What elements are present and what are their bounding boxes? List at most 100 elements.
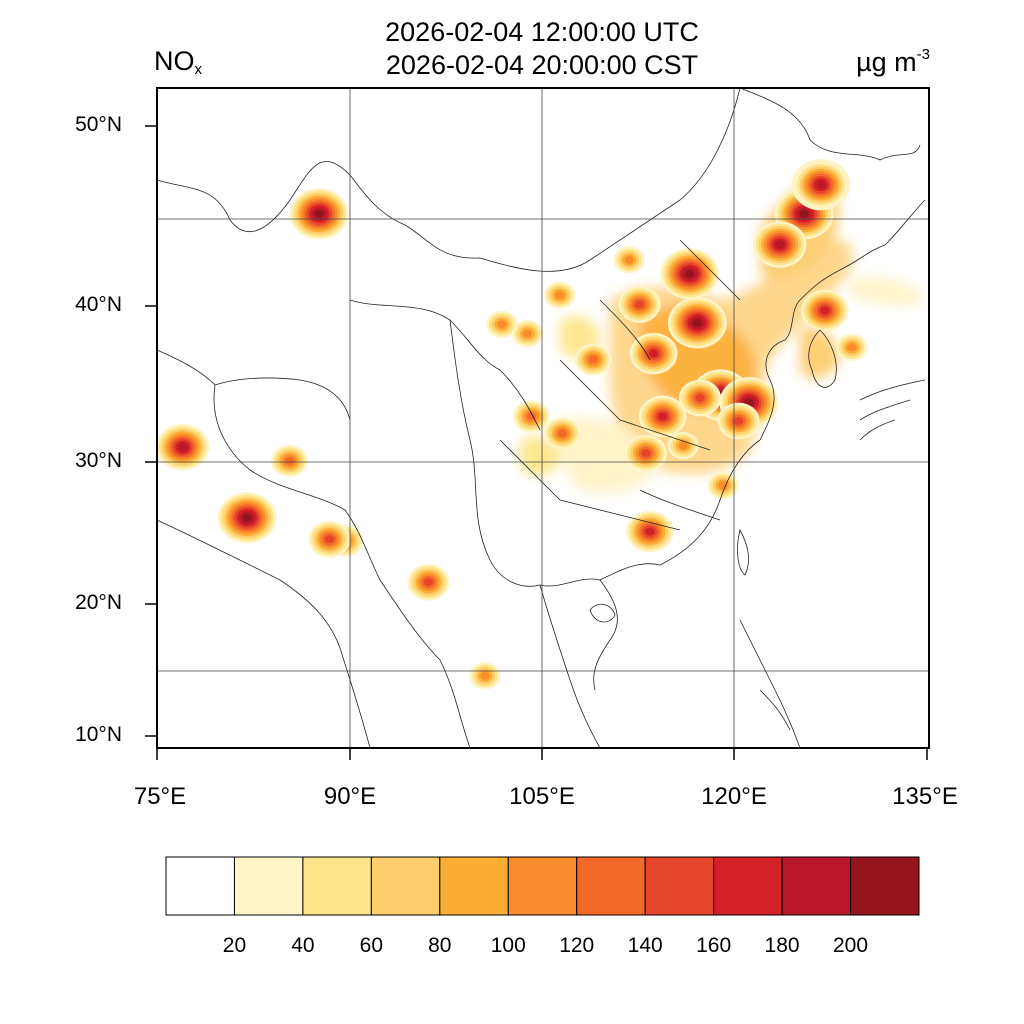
hotspot [513, 400, 550, 433]
hotspot-ring [678, 441, 688, 450]
hotspot [407, 563, 450, 601]
hotspot-ring [423, 578, 434, 587]
hotspot-ring [324, 535, 335, 544]
map-frame [156, 87, 930, 749]
hotspot [543, 417, 581, 450]
axis-ticks [145, 125, 928, 760]
colorbar-label: 60 [359, 934, 384, 957]
hotspot-ring [284, 456, 295, 465]
hotspot-ring [242, 513, 252, 522]
hotspot-ring [645, 527, 655, 536]
colorbar-label: 200 [833, 934, 869, 957]
hotspot-ring [314, 209, 324, 218]
colorbar-label: 40 [291, 934, 315, 957]
hotspot [511, 319, 544, 348]
hotspot [794, 161, 848, 208]
hotspot [486, 310, 518, 338]
hotspot [660, 248, 720, 300]
coastlines-borders [156, 87, 926, 749]
hotspot-ring [820, 306, 830, 315]
title-local: 2026-02-04 20:00:00 CST [385, 50, 699, 80]
hotspot [544, 281, 576, 309]
graticule [157, 88, 929, 748]
hotspot [469, 662, 501, 690]
hotspot [625, 510, 674, 553]
hotspot [217, 492, 277, 544]
hotspot [613, 246, 645, 274]
hotspot [667, 297, 727, 349]
hotspot [308, 520, 351, 558]
hotspot-ring [588, 355, 598, 364]
colorbar-label: 20 [222, 934, 247, 957]
hotspot [638, 395, 687, 438]
hotspot-ring [480, 671, 490, 680]
hotspot-ring [692, 318, 703, 327]
hotspot-ring [557, 429, 567, 438]
hotspot-ring [775, 240, 785, 249]
variable-name: NO [154, 46, 195, 76]
hotspot-ring [555, 291, 565, 300]
hotspot [717, 402, 760, 440]
hotspot-ring [695, 394, 705, 403]
hotspot [624, 434, 668, 472]
hotspot [618, 286, 661, 323]
colorbar [165, 856, 920, 916]
lat-label-50: 50°N [75, 113, 122, 136]
colorbar-label: 80 [428, 934, 452, 957]
lon-label-90: 90°E [323, 783, 377, 810]
hotspot [271, 444, 308, 477]
units-label: µg m-3 [856, 46, 930, 78]
hotspot-ring [497, 320, 507, 329]
hotspot-ring [522, 329, 533, 338]
hotspot-ring [641, 449, 651, 458]
hotspot-ring [847, 343, 857, 352]
hotspot [800, 289, 849, 332]
title-utc: 2026-02-04 12:00:00 UTC [385, 17, 699, 47]
colorbar-label: 180 [764, 934, 800, 957]
colorbar-swatch [370, 856, 441, 916]
hotspot-ring [816, 180, 826, 189]
colorbar-swatch [644, 856, 715, 916]
variable-subscript: x [194, 61, 203, 78]
hotspot-ring [624, 255, 634, 264]
colorbar-label: 120 [559, 934, 595, 957]
hotspot-ring [634, 300, 645, 309]
colorbar-swatch [713, 856, 783, 916]
hotspot [836, 333, 868, 361]
hotspot [289, 188, 349, 240]
colorbar-swatch [165, 856, 235, 916]
hotspot [707, 471, 739, 500]
hotspot-ring [733, 417, 744, 426]
hotspot [753, 221, 807, 268]
colorbar-swatch [781, 856, 852, 916]
colorbar-label: 160 [696, 934, 732, 957]
colorbar-swatch [576, 856, 646, 916]
lon-label-75: 75°E [133, 783, 187, 810]
hotspot-ring [718, 481, 728, 490]
colorbar-swatch [302, 856, 372, 916]
hotspot-ring [799, 209, 809, 218]
hotspot [667, 432, 699, 460]
colorbar-swatch [439, 856, 509, 916]
colorbar-label: 100 [490, 934, 526, 957]
hotspot [678, 379, 722, 417]
lat-label-20: 20°N [75, 591, 122, 614]
lat-label-30: 30°N [75, 449, 122, 472]
colorbar-swatch [507, 856, 578, 916]
hotspot-layer [157, 159, 868, 690]
variable-label: NOx [154, 46, 202, 78]
colorbar-label: 140 [627, 934, 663, 957]
hotspot-ring [178, 443, 188, 452]
lat-label-40: 40°N [75, 293, 122, 316]
colorbar-swatch [850, 856, 920, 916]
lon-label-105: 105°E [509, 783, 575, 810]
hotspot [157, 423, 210, 471]
hotspot-ring [658, 412, 668, 421]
lat-label-10: 10°N [75, 723, 122, 746]
colorbar-swatch [233, 856, 304, 916]
units-base: µg m [856, 47, 917, 77]
hotspot-ring [649, 349, 659, 358]
lon-label-120: 120°E [701, 783, 767, 810]
units-exponent: -3 [916, 46, 930, 63]
